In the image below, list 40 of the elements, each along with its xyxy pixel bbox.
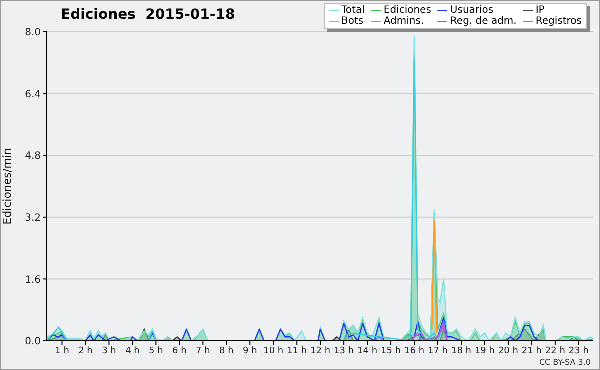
x-tick-label: 9 h — [242, 346, 258, 356]
x-tick-label: 6 h — [172, 346, 187, 356]
y-axis-title: Ediciones/min — [0, 148, 14, 225]
x-tick-label: 23 h — [568, 346, 589, 356]
y-tick-label: 0.0 — [25, 336, 41, 348]
x-tick-label: 10 h — [264, 346, 284, 356]
legend-label: Total — [340, 5, 365, 16]
y-tick-label: 8.0 — [25, 28, 41, 39]
x-tick-label: 16 h — [404, 346, 425, 356]
legend-label: Usuarios — [449, 5, 495, 16]
y-tick-label: 6.4 — [25, 89, 41, 100]
x-tick-label: 17 h — [428, 346, 448, 356]
x-tick-label: 13 h — [334, 346, 354, 356]
x-tick-label: 7 h — [196, 346, 210, 356]
x-tick-label: 11 h — [287, 346, 308, 356]
x-tick-label: 1 h — [55, 346, 70, 356]
x-tick-label: 12 h — [310, 346, 331, 356]
legend-label: Registros — [534, 16, 582, 27]
x-tick-label: 22 h — [545, 346, 566, 356]
y-tick-label: 1.6 — [25, 274, 41, 286]
chart-title: Ediciones 2015-01-18 — [61, 7, 236, 23]
legend-label: Ediciones — [382, 5, 432, 16]
x-tick-label: 3 h — [102, 346, 116, 356]
y-tick-label: 4.8 — [25, 151, 41, 162]
x-tick-label: 2 h — [78, 346, 93, 356]
legend-label: Admins. — [382, 16, 426, 27]
y-tick-label: 3.2 — [25, 212, 41, 224]
legend-label: Bots — [340, 16, 365, 27]
x-tick-label: 20 h — [498, 346, 518, 356]
x-tick-label: 21 h — [522, 346, 542, 356]
x-tick-label: 18 h — [451, 346, 472, 356]
x-tick-label: 8 h — [220, 346, 234, 356]
x-tick-label: 15 h — [381, 346, 402, 356]
x-tick-label: 19 h — [474, 346, 495, 356]
x-tick-label: 14 h — [358, 346, 378, 356]
legend-label: Reg. de adm. — [449, 16, 517, 27]
x-tick-label: 5 h — [149, 346, 164, 356]
legend-label: IP — [534, 5, 546, 16]
x-tick-label: 4 h — [126, 346, 140, 356]
text: CC BY-SA 3.0 — [539, 358, 591, 367]
